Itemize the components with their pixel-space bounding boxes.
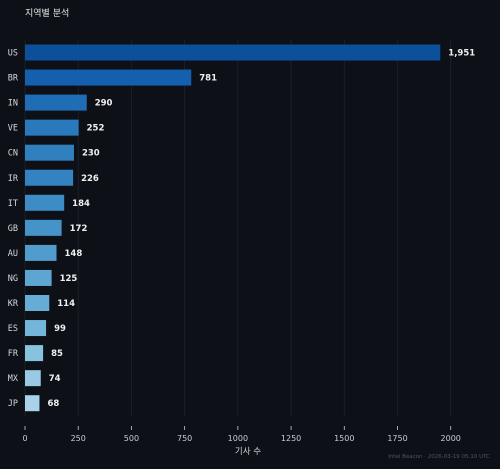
bar-in	[25, 94, 87, 111]
chart-title: 지역별 분석	[25, 8, 69, 19]
bar-mx	[25, 370, 41, 387]
bar-au	[25, 244, 57, 261]
x-tick-label-250: 250	[71, 434, 86, 443]
bar-it	[25, 194, 65, 211]
x-tick-label-1500: 1500	[334, 434, 354, 443]
category-label-ve: VE	[8, 124, 18, 134]
value-label-mx: 74	[49, 374, 61, 384]
value-label-us: 1,951	[448, 49, 475, 59]
x-tick-label-0: 0	[22, 434, 27, 443]
value-label-gb: 172	[70, 224, 88, 234]
value-label-it: 184	[72, 199, 90, 209]
category-label-in: IN	[8, 99, 18, 109]
value-label-br: 781	[199, 74, 217, 84]
category-labels: US BR IN VE CN IR IT GB AU NG KR ES FR MX JP	[8, 49, 19, 410]
bar-ir	[25, 169, 74, 186]
x-tick-label-2000: 2000	[441, 434, 461, 443]
category-label-au: AU	[8, 249, 18, 259]
category-label-gb: GB	[8, 224, 18, 234]
bar-es	[25, 320, 47, 337]
x-tick-label-1750: 1750	[387, 434, 407, 443]
value-label-in: 290	[95, 99, 113, 109]
x-tick-label-1000: 1000	[228, 434, 248, 443]
bar-us	[25, 44, 441, 61]
bar-cn	[25, 144, 74, 161]
value-label-ir: 226	[81, 174, 99, 184]
value-label-fr: 85	[51, 349, 63, 359]
bars	[25, 44, 441, 412]
category-label-es: ES	[8, 324, 18, 334]
bar-ng	[25, 269, 52, 286]
x-axis-label: 기사 수	[235, 447, 261, 457]
category-label-kr: KR	[8, 299, 19, 309]
category-label-us: US	[8, 49, 18, 59]
x-tick-label-750: 750	[177, 434, 192, 443]
bar-br	[25, 69, 192, 86]
value-label-es: 99	[54, 324, 66, 334]
bar-kr	[25, 295, 50, 311]
value-label-jp: 68	[47, 399, 59, 409]
category-label-jp: JP	[8, 399, 18, 409]
bar-ve	[25, 119, 79, 136]
x-tick-label-500: 500	[124, 434, 139, 443]
x-tick-label-1250: 1250	[281, 434, 301, 443]
category-label-br: BR	[8, 74, 19, 84]
value-label-ve: 252	[87, 124, 105, 134]
x-axis: 0 250 500 750 1000 1250 1500 1750 2000	[22, 426, 461, 443]
watermark: Intel Beacon · 2026-03-19 05:10 UTC	[388, 454, 490, 460]
bar-fr	[25, 345, 44, 362]
value-label-ng: 125	[60, 274, 78, 284]
value-label-cn: 230	[82, 149, 100, 159]
category-label-it: IT	[8, 199, 18, 209]
category-label-fr: FR	[8, 349, 19, 359]
grid-lines	[24, 40, 452, 416]
value-labels: 1,951 781 290 252 230 226 184 172 148 125 114 99 85 7…	[47, 49, 475, 410]
value-label-kr: 114	[57, 299, 75, 309]
category-label-mx: MX	[8, 374, 19, 384]
bar-gb	[25, 219, 62, 236]
category-label-cn: CN	[8, 149, 18, 159]
category-label-ng: NG	[8, 274, 18, 284]
category-label-ir: IR	[8, 174, 19, 184]
bar-jp	[25, 395, 40, 412]
value-label-au: 148	[65, 249, 83, 259]
